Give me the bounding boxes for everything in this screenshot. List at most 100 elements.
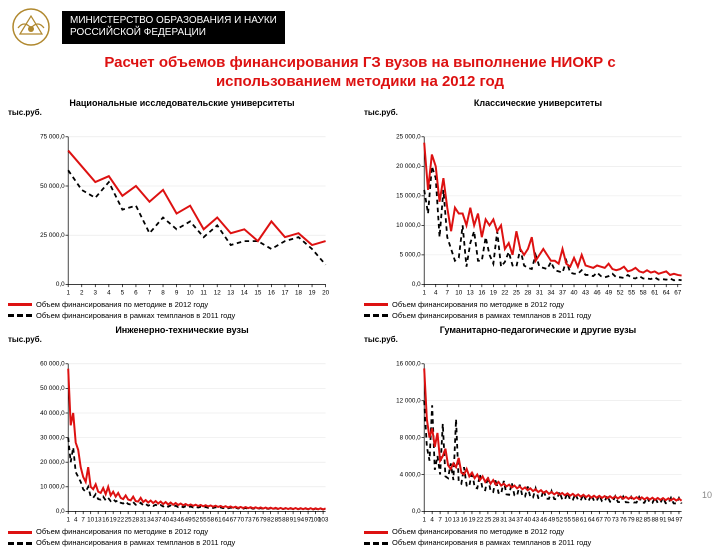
chart-legend-3: Объем финансирования по методике в 2012 … [364,526,712,549]
svg-text:19: 19 [110,516,118,523]
svg-text:0,0: 0,0 [56,508,65,515]
svg-text:70: 70 [604,516,612,523]
svg-text:13: 13 [453,516,461,523]
chart-svg-3: 0,04 000,08 000,012 000,016 000,01471013… [364,344,704,524]
svg-text:60 000,0: 60 000,0 [40,361,65,368]
svg-text:22: 22 [501,289,509,296]
svg-text:7: 7 [81,516,85,523]
svg-text:31: 31 [140,516,148,523]
svg-text:88: 88 [282,516,290,523]
svg-text:64: 64 [588,516,596,523]
svg-text:85: 85 [644,516,652,523]
svg-text:7: 7 [445,289,449,296]
svg-text:25 000,0: 25 000,0 [40,232,65,239]
svg-text:16: 16 [460,516,468,523]
svg-text:4: 4 [107,289,111,296]
svg-text:17: 17 [281,289,289,296]
svg-text:13: 13 [467,289,475,296]
svg-text:75 000,0: 75 000,0 [40,133,65,140]
chart-svg-2: 0,010 000,020 000,030 000,040 000,050 00… [8,344,348,524]
chart-title-3: Гуманитарно-педагогические и другие вузы [364,325,712,335]
ministry-line2: РОССИЙСКОЙ ФЕДЕРАЦИИ [70,27,277,40]
svg-text:4: 4 [74,516,78,523]
svg-text:16 000,0: 16 000,0 [396,361,421,368]
svg-text:82: 82 [267,516,275,523]
svg-text:7: 7 [148,289,152,296]
svg-text:0,0: 0,0 [412,508,421,515]
svg-text:12: 12 [214,289,222,296]
svg-text:49: 49 [185,516,193,523]
svg-text:55: 55 [200,516,208,523]
svg-text:58: 58 [640,289,648,296]
svg-text:37: 37 [559,289,567,296]
svg-text:15 000,0: 15 000,0 [396,192,421,199]
svg-text:10: 10 [445,516,453,523]
svg-text:28: 28 [524,289,532,296]
svg-text:15: 15 [254,289,262,296]
svg-text:13: 13 [95,516,103,523]
svg-text:20: 20 [322,289,330,296]
svg-text:16: 16 [478,289,486,296]
svg-text:4: 4 [434,289,438,296]
svg-text:79: 79 [260,516,268,523]
svg-text:50 000,0: 50 000,0 [40,182,65,189]
svg-text:2: 2 [80,289,84,296]
chart-legend-1: Объем финансирования по методике в 2012 … [364,299,712,322]
svg-text:14: 14 [241,289,249,296]
svg-text:0,0: 0,0 [56,281,65,288]
svg-text:79: 79 [628,516,636,523]
svg-text:50 000,0: 50 000,0 [40,385,65,392]
svg-text:19: 19 [490,289,498,296]
svg-text:40: 40 [571,289,579,296]
svg-text:61: 61 [580,516,588,523]
svg-text:25: 25 [484,516,492,523]
svg-text:4: 4 [430,516,434,523]
svg-text:43: 43 [532,516,540,523]
svg-text:37: 37 [155,516,163,523]
svg-text:8: 8 [161,289,165,296]
svg-text:58: 58 [207,516,215,523]
svg-text:0,0: 0,0 [412,281,421,288]
chart-1: Классические университетытыс.руб.0,05 00… [364,98,712,322]
svg-text:67: 67 [230,516,238,523]
svg-text:22: 22 [117,516,125,523]
svg-text:28: 28 [492,516,500,523]
svg-text:94: 94 [297,516,305,523]
svg-text:58: 58 [572,516,580,523]
svg-text:1: 1 [66,289,70,296]
svg-text:91: 91 [290,516,298,523]
svg-text:40: 40 [162,516,170,523]
svg-text:73: 73 [245,516,253,523]
svg-text:19: 19 [309,289,317,296]
svg-text:103: 103 [318,516,329,523]
svg-text:18: 18 [295,289,303,296]
svg-text:40: 40 [524,516,532,523]
svg-text:4 000,0: 4 000,0 [400,471,422,478]
svg-text:40 000,0: 40 000,0 [40,410,65,417]
page-header: МИНИСТЕРСТВО ОБРАЗОВАНИЯ И НАУКИ РОССИЙС… [0,0,720,50]
svg-text:43: 43 [582,289,590,296]
svg-text:64: 64 [663,289,671,296]
svg-text:49: 49 [548,516,556,523]
page-number: 10 [702,490,712,500]
svg-text:10: 10 [187,289,195,296]
svg-text:88: 88 [652,516,660,523]
ministry-line1: МИНИСТЕРСТВО ОБРАЗОВАНИЯ И НАУКИ [70,15,277,28]
svg-text:91: 91 [660,516,668,523]
svg-text:52: 52 [617,289,625,296]
svg-text:12 000,0: 12 000,0 [396,398,421,405]
svg-text:61: 61 [215,516,223,523]
svg-text:10: 10 [455,289,463,296]
svg-text:25 000,0: 25 000,0 [396,133,421,140]
svg-text:25: 25 [125,516,133,523]
chart-ylabel-3: тыс.руб. [364,335,712,344]
emblem-icon [10,6,52,48]
svg-text:76: 76 [620,516,628,523]
charts-grid: Национальные исследовательские университ… [0,98,720,549]
svg-text:46: 46 [594,289,602,296]
svg-text:25: 25 [513,289,521,296]
svg-text:11: 11 [200,289,207,296]
svg-text:34: 34 [508,516,516,523]
svg-text:22: 22 [476,516,484,523]
svg-text:10 000,0: 10 000,0 [40,484,65,491]
